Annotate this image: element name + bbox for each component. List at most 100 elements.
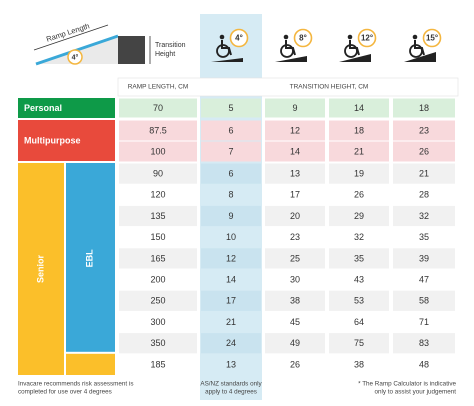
cell: [265, 354, 325, 375]
cell: [329, 248, 389, 269]
cell: [265, 120, 325, 141]
cell: [265, 205, 325, 227]
angle-badge: [67, 49, 83, 65]
cell: [201, 269, 261, 290]
group-label-bg: [18, 163, 64, 375]
cell-value: 32: [354, 232, 364, 242]
cell-value: 9: [228, 211, 233, 221]
cell: [201, 333, 261, 354]
cell-value: 19: [354, 168, 364, 178]
group-label: Multipurpose: [24, 135, 81, 145]
ramp-wedge: [404, 52, 436, 62]
angle-label: 15°: [426, 34, 438, 43]
cell-value: 17: [226, 296, 236, 306]
cell: [265, 98, 325, 118]
cell-value: 100: [150, 146, 165, 156]
group-label: Senior: [35, 255, 45, 284]
cell: [393, 120, 455, 141]
cell: [119, 141, 197, 162]
cell-value: 64: [354, 317, 364, 327]
angle-badge: [422, 28, 442, 48]
cell-value: 43: [354, 274, 364, 284]
head: [283, 34, 289, 40]
group-label: Personal: [24, 103, 62, 113]
cell-value: 35: [419, 232, 429, 242]
cell-value: 14: [226, 274, 236, 284]
cell-value: 70: [153, 103, 163, 113]
cell-value: 49: [290, 338, 300, 348]
cell: [265, 163, 325, 184]
cell: [201, 184, 261, 205]
subgroup-label: EBL: [84, 249, 94, 268]
cell: [393, 311, 455, 333]
cell-value: 26: [354, 190, 364, 200]
cell-value: 24: [226, 338, 236, 348]
cell: [201, 227, 261, 248]
wheelchair-icon: [211, 34, 243, 62]
cell-value: 21: [419, 168, 429, 178]
angle-badge: [293, 28, 313, 48]
ramp-length-label: Ramp Length: [45, 21, 91, 43]
cell-value: 10: [226, 232, 236, 242]
head: [347, 34, 353, 40]
head: [219, 34, 225, 40]
footnote: completed for use over 4 degrees: [18, 389, 112, 396]
cell-value: 8: [228, 190, 233, 200]
cell-value: 23: [419, 125, 429, 135]
cell-value: 23: [290, 232, 300, 242]
cell: [201, 354, 261, 375]
cell-value: 21: [354, 146, 364, 156]
body: [414, 40, 425, 56]
cell: [265, 333, 325, 354]
wheelchair-icon: [339, 34, 371, 62]
cell-value: 21: [226, 317, 236, 327]
cell: [201, 141, 261, 162]
cell-value: 6: [228, 125, 233, 135]
cell: [393, 333, 455, 354]
cell-value: 200: [150, 274, 165, 284]
angle-label: 12°: [361, 34, 373, 43]
cell-value: 18: [419, 103, 429, 113]
cell-value: 250: [150, 296, 165, 306]
cell-value: 165: [150, 253, 165, 263]
cell-value: 58: [419, 296, 429, 306]
ramp-wedge: [275, 56, 307, 62]
cell: [201, 290, 261, 311]
cell: [393, 269, 455, 290]
cell-value: 300: [150, 317, 165, 327]
footnote: only to assist your judgement: [374, 389, 456, 396]
cell: [201, 205, 261, 227]
cell: [329, 290, 389, 311]
cell-value: 26: [419, 146, 429, 156]
angle-label: 4°: [235, 34, 243, 43]
cell-value: 90: [153, 168, 163, 178]
transition-label: Transition: [155, 42, 186, 49]
cell: [265, 227, 325, 248]
cell: [119, 227, 197, 248]
cell: [119, 120, 197, 141]
cell-value: 75: [354, 338, 364, 348]
ramp-wedge: [339, 54, 371, 62]
cell: [265, 290, 325, 311]
cell-value: 12: [290, 125, 300, 135]
cell-value: 38: [354, 359, 364, 369]
cell-value: 28: [419, 190, 429, 200]
transition-label: Height: [155, 51, 175, 58]
footnote: Invacare recommends risk assessment is: [18, 381, 133, 388]
group-label-bg: [18, 98, 115, 118]
column-header: TRANSITION HEIGHT, CM: [290, 84, 369, 91]
length-arrow: [33, 24, 109, 51]
cell: [119, 311, 197, 333]
body: [221, 40, 232, 56]
cell: [393, 354, 455, 375]
cell: [201, 98, 261, 118]
cell-value: 87.5: [149, 125, 167, 135]
cell: [201, 163, 261, 184]
cell-value: 120: [150, 190, 165, 200]
cell-value: 185: [150, 359, 165, 369]
cell-value: 20: [290, 211, 300, 221]
cell-value: 14: [290, 146, 300, 156]
cell-value: 71: [419, 317, 429, 327]
footnote: * The Ramp Calculator is indicative: [358, 381, 456, 388]
cell: [265, 269, 325, 290]
